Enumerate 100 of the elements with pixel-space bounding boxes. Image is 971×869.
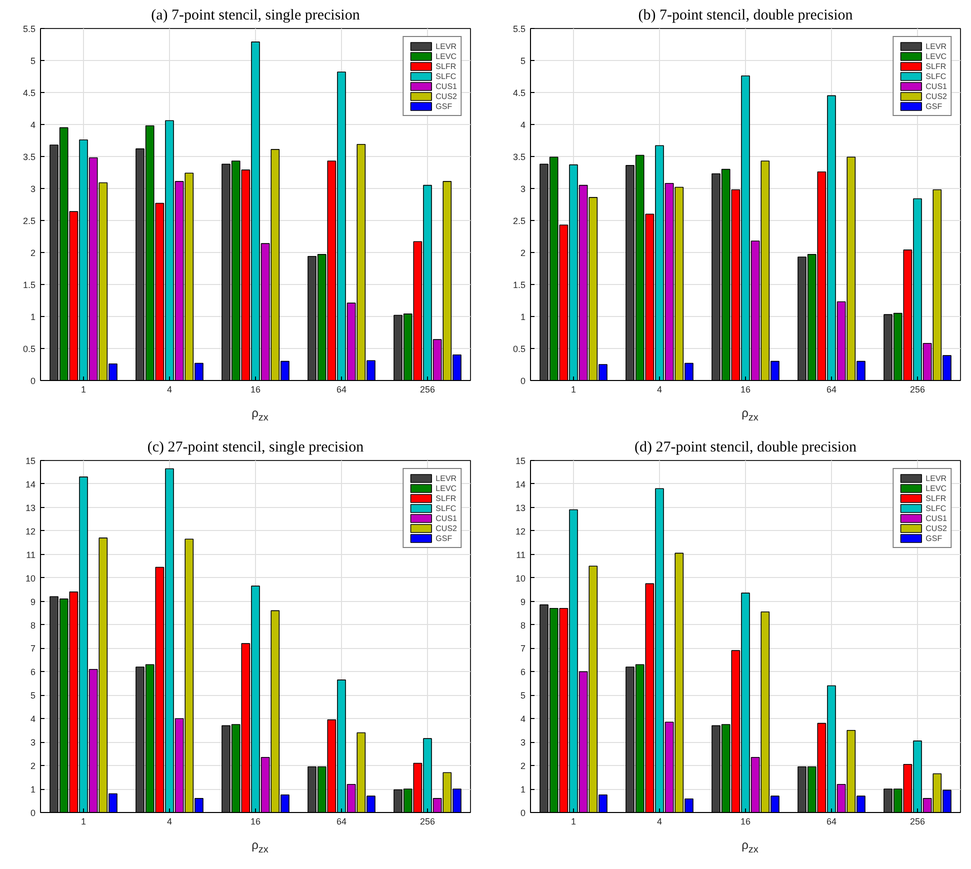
legend-label: SLFC xyxy=(926,71,946,81)
legend-label: SLFR xyxy=(926,493,946,503)
y-tick-label: 5 xyxy=(30,56,36,66)
y-tick-label: 4 xyxy=(520,120,526,130)
x-tick-label: 16 xyxy=(740,816,751,826)
y-tick-label: 9 xyxy=(520,596,526,607)
y-tick-label: 2 xyxy=(520,248,526,258)
y-tick-label: 14 xyxy=(25,479,36,490)
x-tick-label: 64 xyxy=(826,816,837,826)
x-tick-label: 1 xyxy=(570,816,576,826)
x-tick-label: 4 xyxy=(656,384,662,394)
y-tick-label: 8 xyxy=(30,620,36,630)
legend-label: LEVR xyxy=(926,41,947,51)
x-tick-label: 1 xyxy=(80,816,86,826)
y-tick-label: 1.5 xyxy=(22,280,36,290)
y-tick-label: 3 xyxy=(520,184,526,194)
x-tick-label: 16 xyxy=(250,816,261,826)
y-tick-label: 0 xyxy=(520,376,526,386)
x-tick-label: 256 xyxy=(910,384,926,394)
y-tick-label: 5 xyxy=(520,690,526,701)
y-tick-label: 7 xyxy=(520,644,526,654)
y-tick-label: 14 xyxy=(515,479,526,490)
x-tick-label: 256 xyxy=(910,816,926,826)
x-tick-label: 16 xyxy=(250,384,261,394)
y-tick-label: 4 xyxy=(30,714,36,724)
legend-label: CUS1 xyxy=(926,81,947,91)
x-axis-title: ρ$_{zx}$ xyxy=(742,405,758,426)
y-tick-label: 2.5 xyxy=(22,216,36,226)
x-axis-title: ρ$_{zx}$ xyxy=(252,837,268,858)
legend-label: SLFR xyxy=(926,61,946,71)
y-tick-label: 12 xyxy=(515,526,526,536)
y-tick-label: 4 xyxy=(520,714,526,724)
legend-label: SLFC xyxy=(436,71,456,81)
x-axis-title: ρ$_{zx}$ xyxy=(742,837,758,858)
y-tick-label: 0 xyxy=(30,808,36,818)
x-tick-label: 4 xyxy=(166,384,172,394)
y-tick-label: 15 xyxy=(515,456,526,466)
y-tick-label: 3 xyxy=(30,184,36,194)
y-tick-label: 5.5 xyxy=(512,24,526,34)
y-tick-label: 5 xyxy=(30,690,36,701)
y-tick-label: 1 xyxy=(520,312,526,322)
legend-label: SLFC xyxy=(436,503,456,513)
y-tick-label: 13 xyxy=(25,502,36,513)
legend-label: LEVC xyxy=(926,483,947,493)
legend-label: LEVC xyxy=(926,51,947,61)
y-tick-label: 3 xyxy=(520,738,526,748)
x-tick-label: 256 xyxy=(420,816,436,826)
y-tick-label: 4 xyxy=(30,120,36,130)
chart-title: (c) 27-point stencil, single precision xyxy=(147,440,364,456)
y-tick-label: 15 xyxy=(25,456,36,466)
y-tick-label: 2 xyxy=(520,761,526,772)
y-tick-label: 4.5 xyxy=(22,88,36,98)
legend-label: GSF xyxy=(436,101,454,111)
legend-label: SLFR xyxy=(436,493,456,503)
x-tick-label: 64 xyxy=(826,384,837,394)
x-tick-label: 64 xyxy=(336,384,347,394)
legend-label: CUS2 xyxy=(926,91,947,101)
y-tick-label: 2 xyxy=(30,248,36,258)
legend-label: CUS2 xyxy=(436,91,457,101)
y-tick-label: 3.5 xyxy=(512,152,526,162)
y-tick-label: 6 xyxy=(30,667,36,678)
y-tick-label: 5.5 xyxy=(22,24,36,34)
y-tick-label: 0 xyxy=(30,376,36,386)
y-tick-label: 3.5 xyxy=(22,152,36,162)
y-tick-label: 2 xyxy=(30,761,36,772)
y-tick-label: 10 xyxy=(515,573,526,584)
x-axis-title: ρ$_{zx}$ xyxy=(252,405,268,426)
legend-label: CUS2 xyxy=(926,523,947,533)
legend-label: CUS1 xyxy=(436,513,457,523)
legend-label: CUS2 xyxy=(436,523,457,533)
y-tick-label: 7 xyxy=(30,644,36,654)
y-tick-label: 0.5 xyxy=(512,344,526,354)
y-tick-label: 8 xyxy=(520,620,526,630)
legend-label: GSF xyxy=(926,101,944,111)
y-tick-label: 0 xyxy=(520,808,526,818)
legend-label: SLFR xyxy=(436,61,456,71)
y-tick-label: 9 xyxy=(30,596,36,607)
legend-label: LEVR xyxy=(436,473,457,483)
legend-label: GSF xyxy=(436,533,454,543)
y-tick-label: 4.5 xyxy=(512,88,526,98)
legend-label: CUS1 xyxy=(436,81,457,91)
legend-label: GSF xyxy=(926,533,944,543)
x-tick-label: 4 xyxy=(656,816,662,826)
legend-label: LEVC xyxy=(436,51,457,61)
y-tick-label: 6 xyxy=(520,667,526,678)
y-tick-label: 2.5 xyxy=(512,216,526,226)
chart-title: (a) 7-point stencil, single precision xyxy=(151,8,360,24)
x-tick-label: 1 xyxy=(80,384,86,394)
chart-title: (d) 27-point stencil, double precision xyxy=(634,440,858,456)
x-tick-label: 16 xyxy=(740,384,751,394)
x-tick-label: 64 xyxy=(336,816,347,826)
y-tick-label: 11 xyxy=(516,550,526,560)
legend-label: LEVC xyxy=(436,483,457,493)
y-tick-label: 1 xyxy=(30,784,36,795)
y-tick-label: 13 xyxy=(515,502,526,513)
legend-label: CUS1 xyxy=(926,513,947,523)
legend-label: LEVR xyxy=(926,473,947,483)
legend-label: LEVR xyxy=(436,41,457,51)
y-tick-label: 11 xyxy=(26,550,36,560)
chart-title: (b) 7-point stencil, double precision xyxy=(638,8,854,24)
